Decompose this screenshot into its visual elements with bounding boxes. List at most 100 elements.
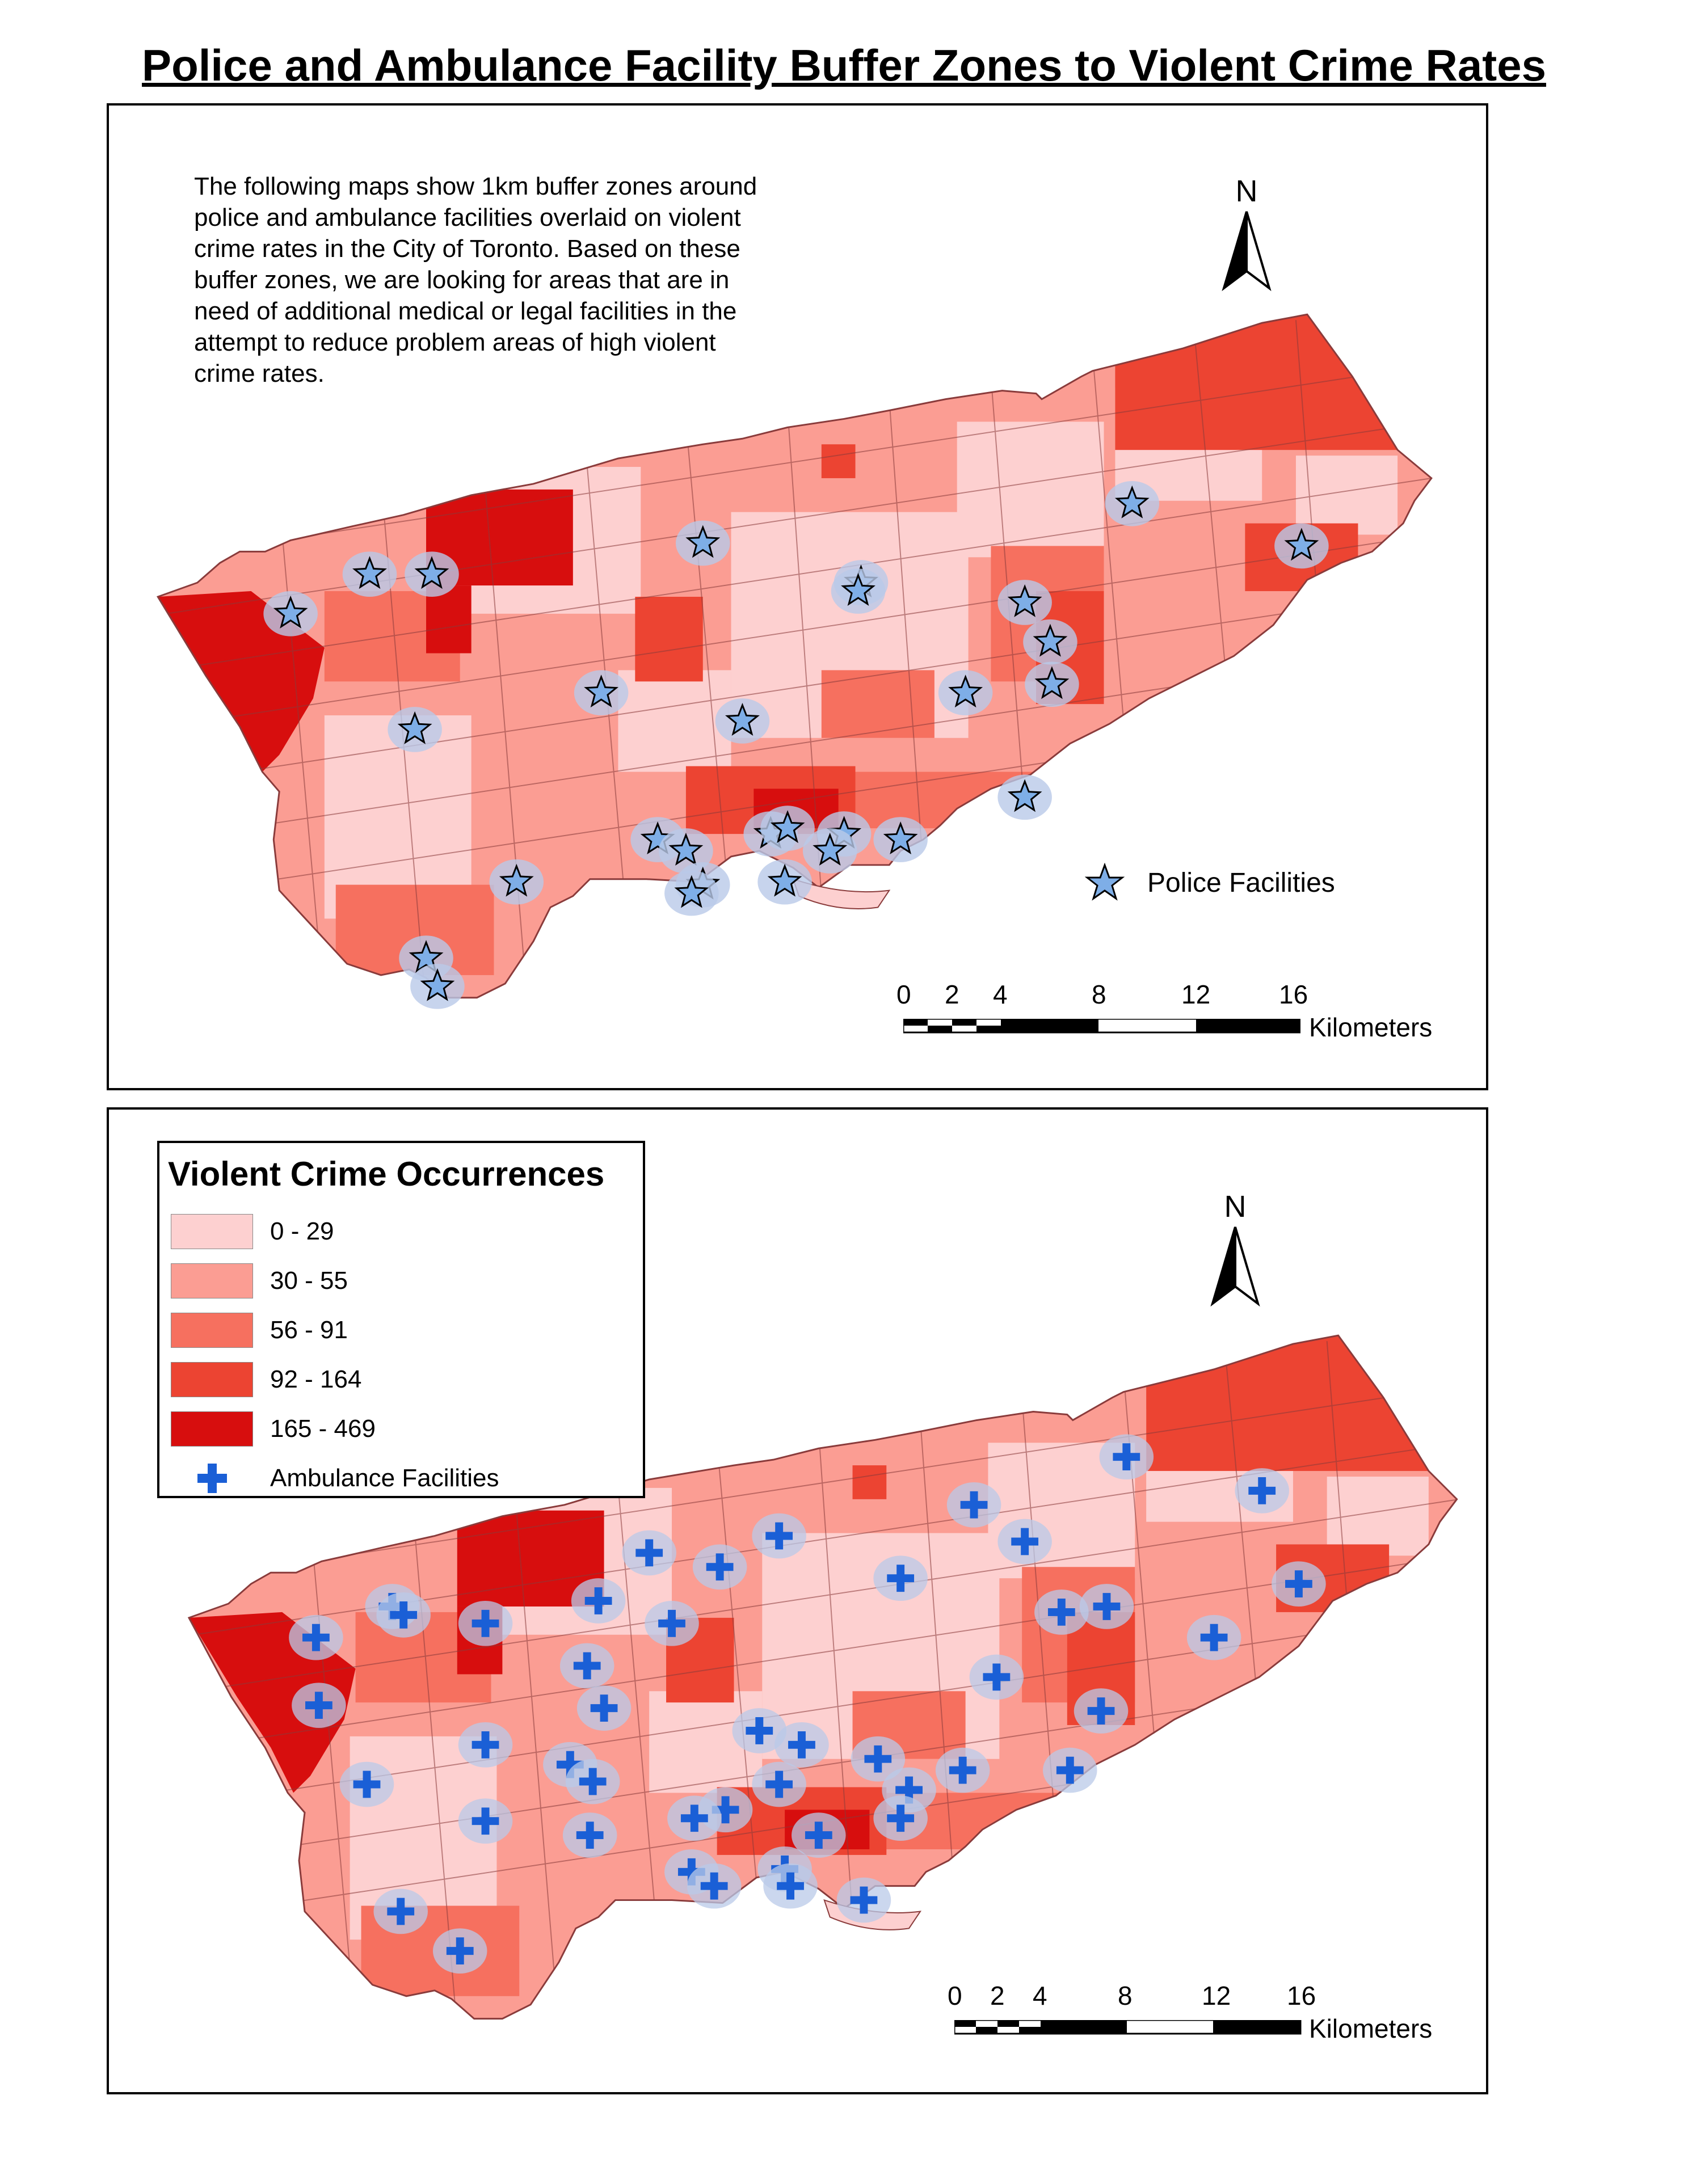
police-star-icon bbox=[397, 711, 432, 744]
police-star-icon bbox=[767, 863, 802, 897]
ambulance-cross-icon bbox=[658, 1609, 685, 1637]
legend-class: 165 - 469 bbox=[171, 1411, 376, 1447]
ambulance-cross-icon bbox=[390, 1601, 418, 1629]
police-star-icon bbox=[1034, 666, 1070, 699]
ambulance-cross-icon bbox=[472, 1609, 499, 1637]
ambulance-cross-icon bbox=[850, 1886, 878, 1914]
map-description: The following maps show 1km buffer zones… bbox=[194, 172, 757, 387]
scale-tick: 16 bbox=[1279, 980, 1308, 1009]
ambulance-cross-icon bbox=[302, 1624, 330, 1651]
ambulance-map-frame: Violent Crime Occurrences 0 - 29 30 - 55… bbox=[107, 1107, 1488, 2094]
police-star-icon bbox=[409, 940, 444, 973]
police-legend-label: Police Facilities bbox=[1147, 867, 1335, 898]
police-star-icon bbox=[1085, 863, 1125, 901]
ambulance-cross-icon bbox=[887, 1565, 915, 1592]
scale-units: Kilometers bbox=[1309, 2014, 1433, 2043]
scale-tick: 4 bbox=[993, 980, 1008, 1009]
north-arrow: N bbox=[1207, 1189, 1264, 1312]
scale-bar-graphic bbox=[903, 1019, 1300, 1034]
ambulance-cross-icon bbox=[573, 1652, 601, 1680]
ambulance-cross-icon bbox=[788, 1731, 815, 1759]
legend-swatch bbox=[171, 1411, 253, 1447]
city-neighbourhoods bbox=[158, 314, 1432, 998]
ambulance-cross-icon bbox=[746, 1717, 773, 1744]
legend-swatch bbox=[171, 1313, 253, 1348]
police-star-icon bbox=[813, 832, 848, 866]
scale-tick: 0 bbox=[948, 1981, 962, 2010]
ambulance-cross-icon bbox=[171, 1462, 253, 1494]
ambulance-cross-icon bbox=[706, 1553, 734, 1581]
scale-tick: 2 bbox=[990, 1981, 1005, 2010]
legend-class-label: 92 - 164 bbox=[270, 1365, 362, 1393]
police-star-icon bbox=[674, 875, 709, 908]
city-boundary bbox=[187, 1334, 1458, 2020]
ambulance-cross-icon bbox=[680, 1804, 708, 1832]
police-star-icon bbox=[1114, 485, 1150, 518]
ambulance-cross-icon bbox=[1093, 1593, 1121, 1620]
ambulance-cross-icon bbox=[960, 1491, 988, 1519]
police-legend: Police Facilities bbox=[1085, 863, 1335, 903]
police-star-icon bbox=[725, 702, 760, 736]
ambulance-cross-icon bbox=[1248, 1477, 1276, 1504]
ambulance-cross-icon bbox=[584, 1587, 612, 1614]
ambulance-cross-icon bbox=[472, 1731, 499, 1759]
scale-tick: 0 bbox=[896, 980, 911, 1009]
ambulance-cross-icon bbox=[1056, 1756, 1084, 1784]
police-star-icon bbox=[499, 863, 534, 897]
police-star-icon bbox=[414, 556, 449, 589]
ambulance-cross-icon bbox=[446, 1937, 474, 1965]
police-star-icon bbox=[948, 674, 983, 708]
legend-swatch bbox=[171, 1214, 253, 1249]
police-facility-markers bbox=[263, 480, 1329, 1009]
ambulance-legend-label: Ambulance Facilities bbox=[270, 1464, 499, 1492]
ambulance-cross-icon bbox=[712, 1796, 739, 1824]
ambulance-cross-icon bbox=[1087, 1697, 1115, 1725]
ambulance-cross-icon bbox=[1285, 1570, 1312, 1598]
ambulance-cross-icon bbox=[353, 1770, 381, 1798]
ambulance-cross-icon bbox=[805, 1822, 832, 1849]
ambulance-cross-icon bbox=[590, 1694, 618, 1722]
police-star-icon bbox=[685, 525, 721, 558]
legend-swatch bbox=[171, 1362, 253, 1397]
police-star-icon bbox=[1007, 584, 1042, 617]
ambulance-cross-icon bbox=[700, 1872, 728, 1900]
ambulance-cross-icon bbox=[1011, 1528, 1039, 1555]
ambulance-cross-icon bbox=[777, 1872, 804, 1900]
scale-tick: 4 bbox=[1033, 1981, 1047, 2010]
ambulance-cross-icon bbox=[887, 1804, 915, 1832]
ambulance-cross-icon bbox=[1113, 1443, 1140, 1471]
ambulance-cross-icon bbox=[1200, 1624, 1228, 1651]
toronto-islands bbox=[792, 878, 891, 909]
ambulance-cross-icon bbox=[765, 1770, 793, 1798]
legend-class: 92 - 164 bbox=[171, 1362, 361, 1397]
scale-tick: 16 bbox=[1287, 1981, 1316, 2010]
north-label: N bbox=[1224, 1190, 1247, 1224]
ambulance-cross-icon bbox=[677, 1858, 705, 1886]
police-star-icon bbox=[584, 674, 619, 708]
legend-class-label: 165 - 469 bbox=[270, 1415, 376, 1443]
ambulance-cross-icon bbox=[895, 1776, 923, 1804]
ambulance-cross-icon bbox=[387, 1898, 415, 1925]
north-arrow-icon bbox=[1210, 1226, 1260, 1307]
north-label: N bbox=[1235, 174, 1258, 208]
police-star-icon bbox=[883, 821, 918, 854]
legend-swatch bbox=[171, 1263, 253, 1298]
ambulance-cross-icon bbox=[949, 1756, 976, 1784]
police-star-icon bbox=[1284, 528, 1319, 561]
ambulance-cross-icon bbox=[576, 1822, 604, 1849]
scale-bar-graphic bbox=[954, 2020, 1302, 2035]
police-star-icon bbox=[273, 595, 308, 629]
ambulance-cross-icon bbox=[765, 1522, 793, 1550]
ambulance-cross-icon bbox=[864, 1745, 892, 1773]
ambulance-map bbox=[187, 1334, 1458, 2020]
legend-title: Violent Crime Occurrences bbox=[168, 1155, 605, 1193]
scale-tick: 2 bbox=[945, 980, 959, 1009]
city-neighbourhoods bbox=[188, 1335, 1457, 2019]
ambulance-facility-markers bbox=[289, 1434, 1326, 1974]
police-star-icon bbox=[1033, 623, 1068, 657]
ambulance-cross-icon bbox=[983, 1663, 1011, 1691]
scale-tick: 12 bbox=[1181, 980, 1211, 1009]
scale-units: Kilometers bbox=[1309, 1013, 1433, 1042]
ambulance-cross-icon bbox=[1047, 1599, 1075, 1626]
police-star-icon bbox=[841, 573, 875, 606]
